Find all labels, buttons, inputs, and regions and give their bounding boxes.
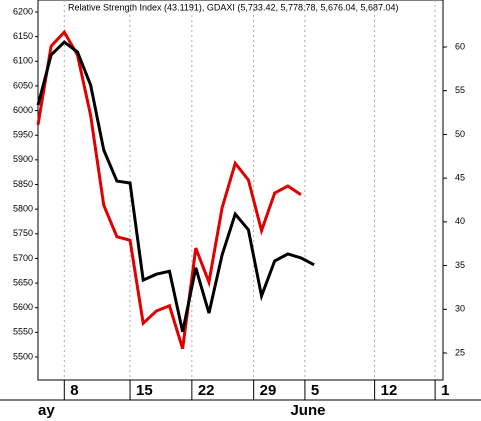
y-tick-label: 6200 bbox=[13, 6, 33, 16]
x-tick-label: 22 bbox=[198, 382, 215, 399]
y2-tick-label: 60 bbox=[455, 41, 465, 51]
y-tick-label: 6050 bbox=[13, 80, 33, 90]
y2-tick-label: 45 bbox=[455, 173, 465, 183]
x-tick-label: 12 bbox=[381, 382, 398, 399]
x-tick-label: 1 bbox=[441, 382, 449, 399]
series-line bbox=[36, 40, 315, 333]
y2-tick-label: 50 bbox=[455, 129, 465, 139]
x-tick-label: 15 bbox=[136, 382, 153, 399]
y-tick-label: 6100 bbox=[13, 56, 33, 66]
y2-tick-label: 35 bbox=[455, 260, 465, 270]
plot-frame bbox=[37, 0, 444, 381]
month-label: ay bbox=[38, 402, 55, 419]
y-tick-label: 5550 bbox=[13, 327, 33, 337]
y-tick-label: 5700 bbox=[13, 253, 33, 263]
y-tick-label: 5600 bbox=[13, 302, 33, 312]
series-line bbox=[36, 29, 302, 350]
x-tick-label: 29 bbox=[260, 382, 277, 399]
y2-tick-label: 55 bbox=[455, 85, 465, 95]
y-tick-label: 5650 bbox=[13, 277, 33, 287]
x-tick-label: 8 bbox=[70, 382, 78, 399]
chart-title: Relative Strength Index (43.1191), GDAXI… bbox=[68, 2, 399, 12]
y-tick-label: 5750 bbox=[13, 228, 33, 238]
y2-tick-label: 30 bbox=[455, 304, 465, 314]
y-tick-label: 5950 bbox=[13, 130, 33, 140]
x-tick-label: 5 bbox=[311, 382, 319, 399]
y2-tick-label: 25 bbox=[455, 347, 465, 357]
y-tick-label: 5900 bbox=[13, 154, 33, 164]
y-tick-label: 5850 bbox=[13, 179, 33, 189]
y-tick-label: 6150 bbox=[13, 31, 33, 41]
y-tick-label: 6000 bbox=[13, 105, 33, 115]
y-tick-label: 5800 bbox=[13, 204, 33, 214]
month-label: June bbox=[290, 402, 325, 419]
y2-tick-label: 40 bbox=[455, 216, 465, 226]
y-tick-label: 5500 bbox=[13, 351, 33, 361]
